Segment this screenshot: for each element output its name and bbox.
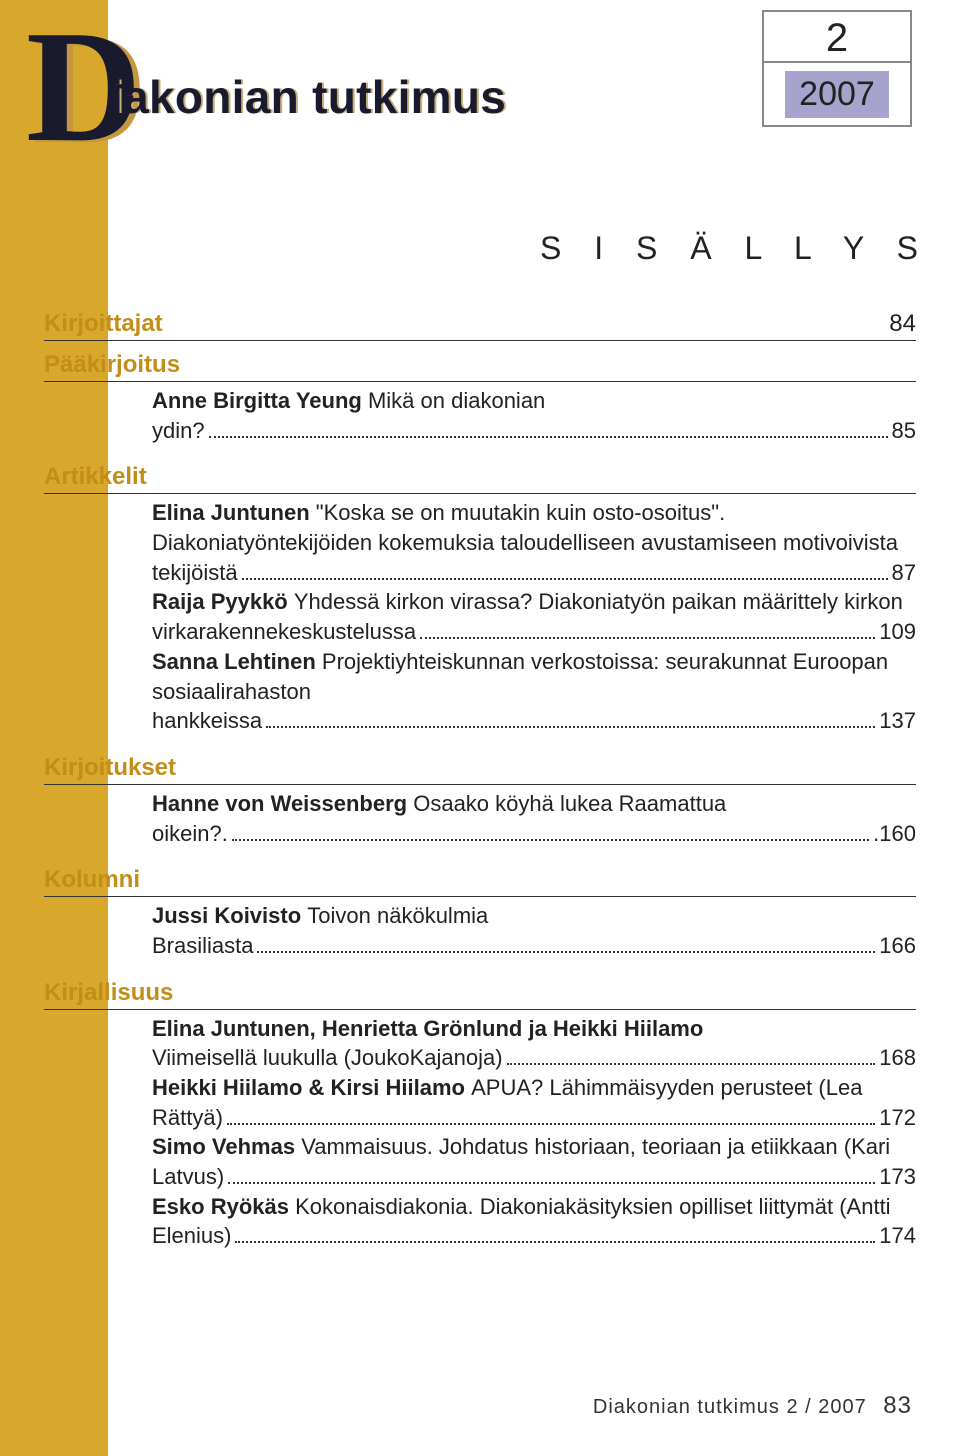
toc-section: Kolumni Jussi Koivisto Toivon näkökulmia B…	[44, 866, 916, 968]
leader-dots	[266, 708, 875, 728]
toc-entry: Elina Juntunen, Henrietta Grönlund ja He…	[152, 1014, 916, 1073]
toc-entry-author: Anne Birgitta Yeung	[152, 388, 368, 413]
toc-section: Kirjallisuus Elina Juntunen, Henrietta Gr…	[44, 979, 916, 1260]
toc-entry-title-tail: virkarakennekeskustelussa	[152, 617, 416, 647]
toc-section: Kirjoittajat 84	[44, 310, 916, 341]
leader-dots	[257, 933, 875, 953]
toc-section-heading-label: Artikkelit	[44, 463, 147, 491]
toc-section-heading-label: Kirjallisuus	[44, 979, 173, 1007]
toc-entry-author: Sanna Lehtinen	[152, 649, 322, 674]
leader-dots	[209, 418, 888, 438]
toc-section-heading: Artikkelit	[44, 463, 916, 494]
toc-section-heading-label: Kirjoittajat	[44, 310, 163, 338]
toc-section: Kirjoitukset Hanne von Weissenberg Osaako…	[44, 754, 916, 856]
toc-entry-author: Elina Juntunen, Henrietta Grönlund ja He…	[152, 1016, 703, 1041]
toc-entry-title-tail: Elenius)	[152, 1221, 231, 1251]
toc-entry-page: 137	[879, 706, 916, 736]
toc-entry: Jussi Koivisto Toivon näkökulmia Brasilia…	[152, 901, 916, 960]
toc-entry-page: 85	[892, 416, 916, 446]
issue-number: 2	[764, 12, 910, 63]
toc-entry: Hanne von Weissenberg Osaako köyhä lukea…	[152, 789, 916, 848]
toc-section-body: Elina Juntunen "Koska se on muutakin kui…	[44, 494, 916, 744]
leader-dots	[232, 821, 869, 841]
leader-dots	[242, 560, 888, 580]
toc-section-body: Jussi Koivisto Toivon näkökulmia Brasilia…	[44, 897, 916, 968]
table-of-contents: Kirjoittajat 84 Pääkirjoitus Anne Birgitta …	[44, 310, 916, 1269]
leader-dots	[228, 1164, 875, 1184]
toc-entry: Heikki Hiilamo & Kirsi Hiilamo APUA? Läh…	[152, 1073, 916, 1132]
page-footer: Diakonian tutkimus 2 / 2007 83	[593, 1392, 912, 1420]
toc-entry-title-tail: Latvus)	[152, 1162, 224, 1192]
toc-entry-author: Esko Ryökäs	[152, 1194, 295, 1219]
logo-letter-d: D D	[26, 22, 116, 152]
leader-dots	[235, 1224, 875, 1244]
toc-section-heading-label: Kirjoitukset	[44, 754, 176, 782]
toc-entry-page: .160	[873, 819, 916, 849]
toc-entry-page: 174	[879, 1221, 916, 1251]
toc-entry-author: Heikki Hiilamo & Kirsi Hiilamo	[152, 1075, 471, 1100]
page-root: D D iakonian tutkimus 2 2007 S I S Ä L L…	[0, 0, 960, 1456]
toc-entry-title: Kokonaisdiakonia. Diakoniakäsityksien op…	[295, 1194, 891, 1219]
toc-entry: Simo Vehmas Vammaisuus. Johdatus histori…	[152, 1132, 916, 1191]
toc-entry: Elina Juntunen "Koska se on muutakin kui…	[152, 498, 916, 587]
toc-entry-author: Jussi Koivisto	[152, 903, 307, 928]
toc-section-heading: Kirjoittajat 84	[44, 310, 916, 341]
toc-section-body: Hanne von Weissenberg Osaako köyhä lukea…	[44, 785, 916, 856]
toc-entry: Raija Pyykkö Yhdessä kirkon virassa? Dia…	[152, 587, 916, 646]
toc-entry: Esko Ryökäs Kokonaisdiakonia. Diakoniakä…	[152, 1192, 916, 1251]
toc-section-body: Elina Juntunen, Henrietta Grönlund ja He…	[44, 1010, 916, 1260]
toc-entry-title: Osaako köyhä lukea Raamattua	[413, 791, 726, 816]
toc-section-heading: Kirjoitukset	[44, 754, 916, 785]
toc-entry-page: 173	[879, 1162, 916, 1192]
contents-heading: S I S Ä L L Y S	[540, 230, 930, 267]
leader-dots	[420, 619, 875, 639]
toc-section-heading-label: Pääkirjoitus	[44, 351, 180, 379]
toc-section-heading-page: 84	[889, 310, 916, 338]
toc-section: ArtikkelitElina Juntunen "Koska se on mu…	[44, 463, 916, 744]
toc-entry: Sanna Lehtinen Projektiyhteiskunnan verk…	[152, 647, 916, 736]
toc-entry-title: Toivon näkökulmia	[307, 903, 488, 928]
toc-entry-author: Raija Pyykkö	[152, 589, 294, 614]
toc-entry-page: 172	[879, 1103, 916, 1133]
toc-entry-title: Mikä on diakonian	[368, 388, 545, 413]
issue-year-wrap: 2007	[764, 63, 910, 125]
toc-entry-page: 166	[879, 931, 916, 961]
issue-year: 2007	[785, 71, 889, 118]
toc-section-heading: Kirjallisuus	[44, 979, 916, 1010]
toc-entry-title-tail: hankkeissa	[152, 706, 262, 736]
toc-entry-title: Yhdessä kirkon virassa? Diakoniatyön pai…	[294, 589, 903, 614]
leader-dots	[227, 1105, 875, 1125]
toc-entry-author: Elina Juntunen	[152, 500, 316, 525]
toc-entry-author: Simo Vehmas	[152, 1134, 301, 1159]
toc-entry-title-tail: Rättyä)	[152, 1103, 223, 1133]
toc-section-heading-label: Kolumni	[44, 866, 140, 894]
journal-title: iakonian tutkimus	[110, 70, 506, 124]
toc-entry-page: 109	[879, 617, 916, 647]
toc-entry-page: 87	[892, 558, 916, 588]
leader-dots	[507, 1046, 876, 1066]
toc-section-heading: Pääkirjoitus	[44, 351, 916, 382]
footer-page-number: 83	[883, 1392, 912, 1419]
toc-entry-title-tail: tekijöistä	[152, 558, 238, 588]
toc-entry-title-tail: oikein?.	[152, 819, 228, 849]
toc-entry-author: Hanne von Weissenberg	[152, 791, 413, 816]
toc-entry-title: APUA? Lähimmäisyyden perusteet (Lea	[471, 1075, 862, 1100]
toc-entry-title-tail: ydin?	[152, 416, 205, 446]
toc-section-heading: Kolumni	[44, 866, 916, 897]
toc-entry-title: Vammaisuus. Johdatus historiaan, teoriaa…	[301, 1134, 890, 1159]
footer-journal-line: Diakonian tutkimus 2 / 2007	[593, 1396, 867, 1418]
toc-entry-title-tail: Brasiliasta	[152, 931, 253, 961]
issue-badge: 2 2007	[762, 10, 912, 127]
toc-entry-title-tail: Kajanoja)	[410, 1043, 503, 1073]
toc-section: Pääkirjoitus Anne Birgitta Yeung Mikä on …	[44, 351, 916, 453]
toc-section-body: Anne Birgitta Yeung Mikä on diakonian ydi…	[44, 382, 916, 453]
toc-entry: Anne Birgitta Yeung Mikä on diakonian ydi…	[152, 386, 916, 445]
toc-entry-page: 168	[879, 1043, 916, 1073]
toc-entry-title: Viimeisellä luukulla (Jouko	[152, 1043, 410, 1073]
journal-logo: D D	[26, 22, 120, 152]
